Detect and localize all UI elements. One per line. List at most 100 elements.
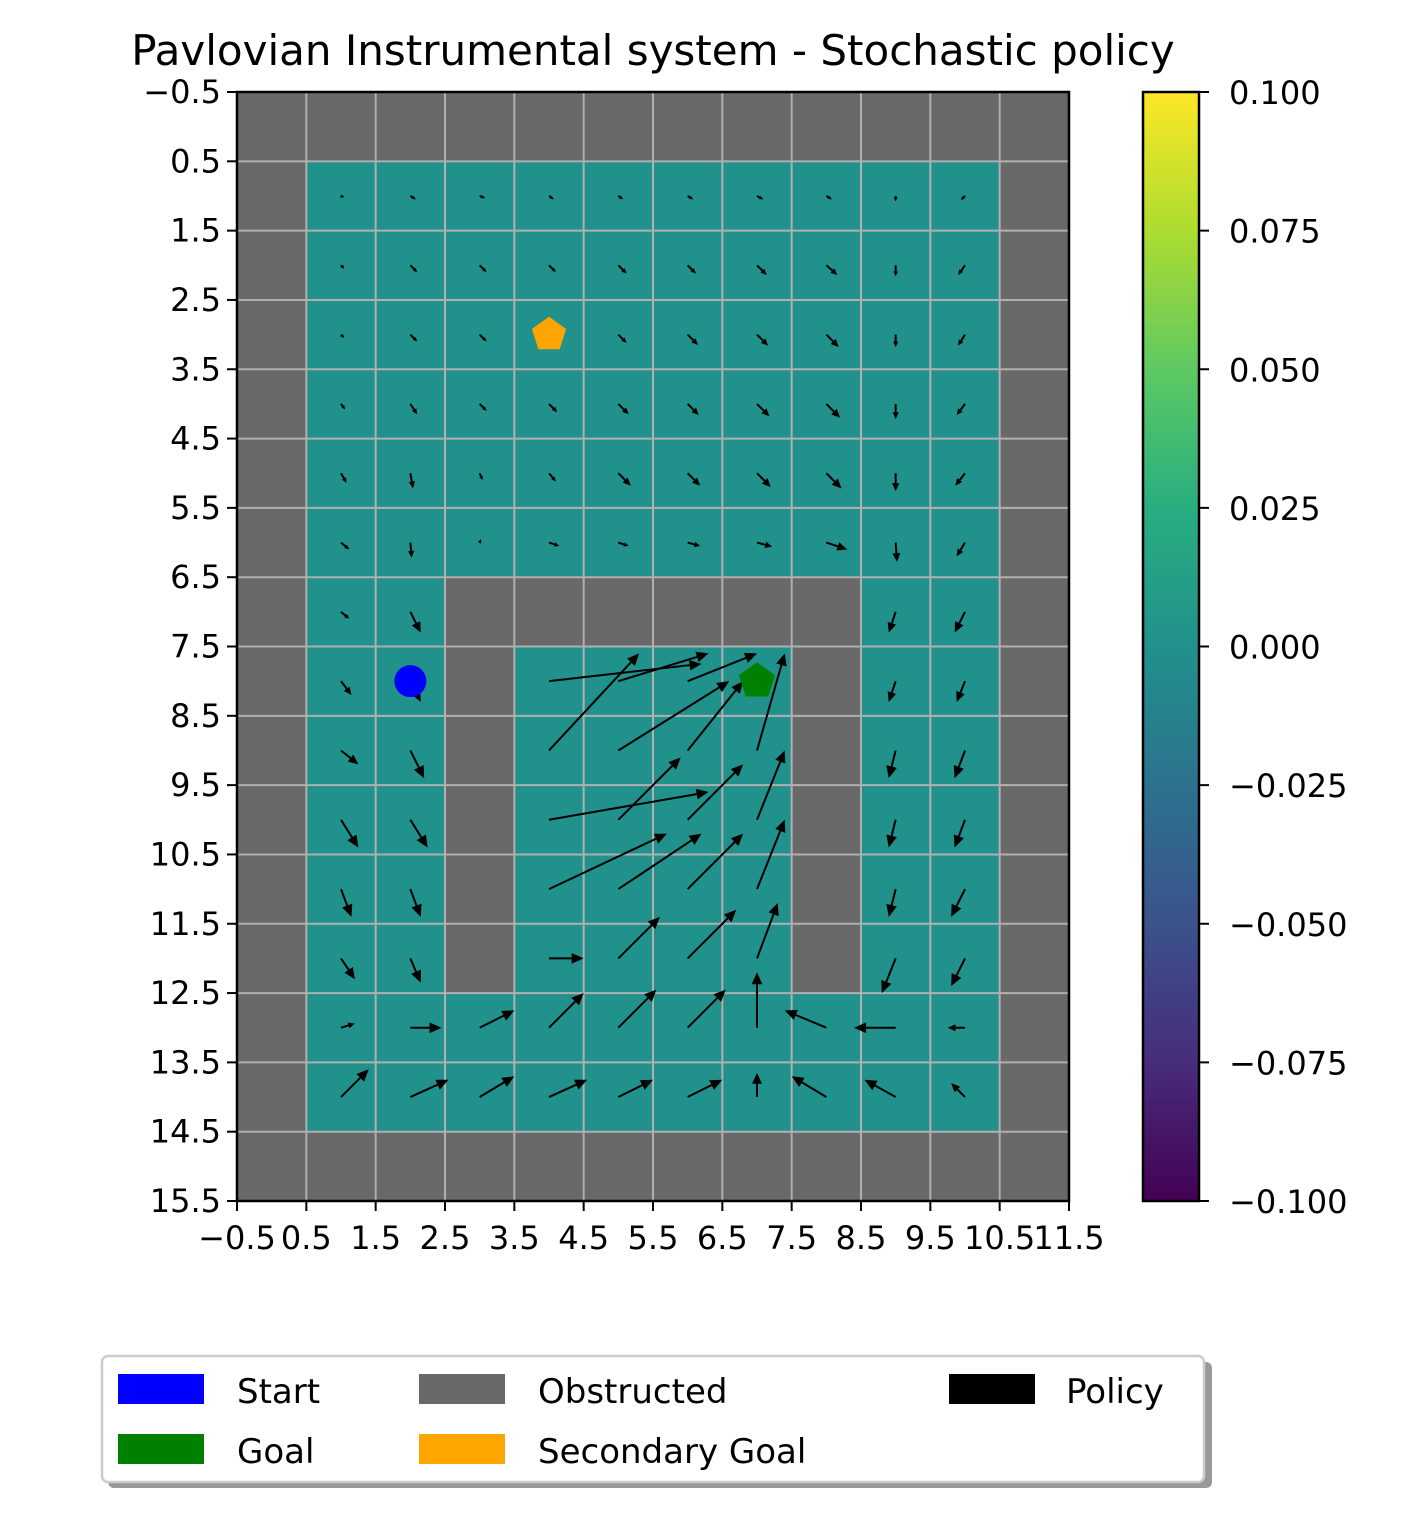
policy-arrow bbox=[548, 541, 560, 547]
y-tick-label: 15.5 bbox=[150, 1182, 221, 1220]
policy-arrow-shaft bbox=[409, 473, 413, 482]
policy-arrow-shaft bbox=[958, 472, 966, 481]
policy-arrow-shaft bbox=[957, 819, 966, 837]
policy-arrow-shaft bbox=[960, 334, 966, 342]
colorbar-tick-label: −0.025 bbox=[1229, 767, 1347, 805]
obstructed-cell bbox=[514, 1131, 585, 1202]
policy-arrow-head bbox=[956, 548, 964, 557]
obstructed-cell bbox=[306, 1131, 377, 1202]
policy-arrow-shaft bbox=[956, 1088, 966, 1098]
obstructed-cell bbox=[514, 577, 585, 647]
policy-arrow-shaft bbox=[958, 611, 966, 624]
colorbar-tick-label: −0.075 bbox=[1229, 1044, 1347, 1082]
policy-arrow-head bbox=[688, 195, 694, 200]
policy-arrow bbox=[479, 1010, 515, 1029]
policy-arrow bbox=[958, 264, 966, 275]
grid-cell bbox=[514, 715, 585, 786]
obstructed-cell bbox=[999, 161, 1070, 232]
policy-arrow-shaft bbox=[825, 472, 836, 483]
policy-arrow bbox=[892, 542, 901, 562]
obstructed-cell bbox=[791, 854, 862, 925]
policy-arrow bbox=[756, 653, 787, 751]
policy-arrow-shaft bbox=[825, 333, 834, 343]
policy-arrow-head bbox=[953, 765, 964, 779]
obstructed-cell bbox=[999, 646, 1070, 717]
obstructed-cell bbox=[999, 1062, 1070, 1133]
policy-arrow-shaft bbox=[618, 541, 625, 546]
policy-arrow bbox=[617, 681, 730, 752]
obstructed-cell bbox=[237, 715, 307, 786]
policy-arrow bbox=[548, 1079, 588, 1098]
policy-arrow-head bbox=[731, 681, 744, 694]
policy-arrow-head bbox=[947, 1024, 956, 1032]
y-tick-label: 9.5 bbox=[170, 766, 221, 804]
legend-item: Policy bbox=[949, 1372, 1164, 1412]
policy-arrow-head bbox=[347, 754, 359, 765]
policy-arrow-head bbox=[627, 653, 640, 666]
obstructed-cell bbox=[375, 1131, 446, 1202]
policy-arrow-shaft bbox=[890, 750, 897, 767]
policy-arrow-head bbox=[886, 765, 897, 779]
policy-arrow-shaft bbox=[548, 664, 690, 683]
policy-arrow-head bbox=[412, 267, 418, 273]
policy-arrow bbox=[956, 680, 966, 702]
obstructed-cell bbox=[445, 1131, 515, 1202]
policy-arrow-head bbox=[695, 651, 709, 663]
policy-arrow-head bbox=[639, 1079, 653, 1090]
y-tick-label: 8.5 bbox=[170, 697, 221, 735]
policy-arrow-head bbox=[411, 969, 421, 983]
policy-arrow-shaft bbox=[756, 472, 766, 482]
policy-arrow-head bbox=[693, 541, 701, 547]
policy-arrow-shaft bbox=[409, 958, 417, 973]
policy-arrow bbox=[886, 819, 897, 848]
legend-label: Policy bbox=[1066, 1372, 1164, 1412]
y-tick-label: 5.5 bbox=[170, 489, 221, 527]
policy-arrow bbox=[478, 333, 487, 342]
policy-arrow-shaft bbox=[617, 195, 621, 198]
policy-arrow bbox=[686, 764, 744, 821]
obstructed-cell bbox=[999, 438, 1070, 509]
legend-label: Start bbox=[237, 1372, 320, 1412]
policy-arrow-shaft bbox=[756, 913, 775, 959]
policy-arrow-shaft bbox=[548, 264, 554, 270]
policy-arrow-head bbox=[958, 269, 964, 275]
policy-arrow bbox=[340, 680, 352, 696]
policy-arrow bbox=[478, 403, 487, 411]
obstructed-cell bbox=[791, 923, 862, 994]
policy-arrow-head bbox=[691, 338, 699, 345]
policy-arrow-head bbox=[482, 406, 487, 411]
policy-arrow-shaft bbox=[959, 542, 966, 551]
policy-arrow bbox=[340, 194, 345, 198]
policy-arrow bbox=[954, 611, 966, 633]
policy-arrow-shaft bbox=[795, 1014, 827, 1029]
policy-arrow bbox=[756, 264, 767, 275]
policy-arrow-head bbox=[344, 613, 350, 619]
obstructed-cell bbox=[237, 993, 307, 1063]
policy-arrow-head bbox=[554, 542, 560, 547]
policy-arrow bbox=[791, 1076, 827, 1098]
policy-arrow-head bbox=[412, 337, 418, 342]
policy-arrow-head bbox=[776, 653, 787, 667]
obstructed-cell bbox=[999, 369, 1070, 440]
policy-arrow bbox=[826, 541, 848, 551]
colorbar-tick-label: −0.050 bbox=[1229, 906, 1347, 944]
policy-arrow-head bbox=[886, 834, 897, 848]
policy-arrow-head bbox=[411, 621, 421, 633]
x-tick-label: −0.5 bbox=[198, 1219, 276, 1257]
policy-arrow-shaft bbox=[955, 957, 966, 976]
grid-cell bbox=[791, 993, 862, 1063]
policy-arrow bbox=[956, 542, 966, 557]
policy-arrow bbox=[340, 957, 355, 980]
policy-arrow bbox=[617, 333, 627, 343]
policy-arrow bbox=[549, 953, 584, 964]
policy-arrow-shaft bbox=[874, 1084, 897, 1098]
policy-arrow-shaft bbox=[686, 689, 737, 752]
start-marker bbox=[394, 665, 427, 698]
policy-arrow-head bbox=[761, 408, 770, 417]
policy-arrow-shaft bbox=[548, 403, 555, 410]
policy-arrow-shaft bbox=[890, 819, 897, 837]
policy-arrow-shaft bbox=[686, 841, 736, 890]
policy-arrow-head bbox=[827, 195, 832, 200]
policy-arrow bbox=[947, 1024, 965, 1032]
policy-arrow-head bbox=[751, 972, 763, 985]
